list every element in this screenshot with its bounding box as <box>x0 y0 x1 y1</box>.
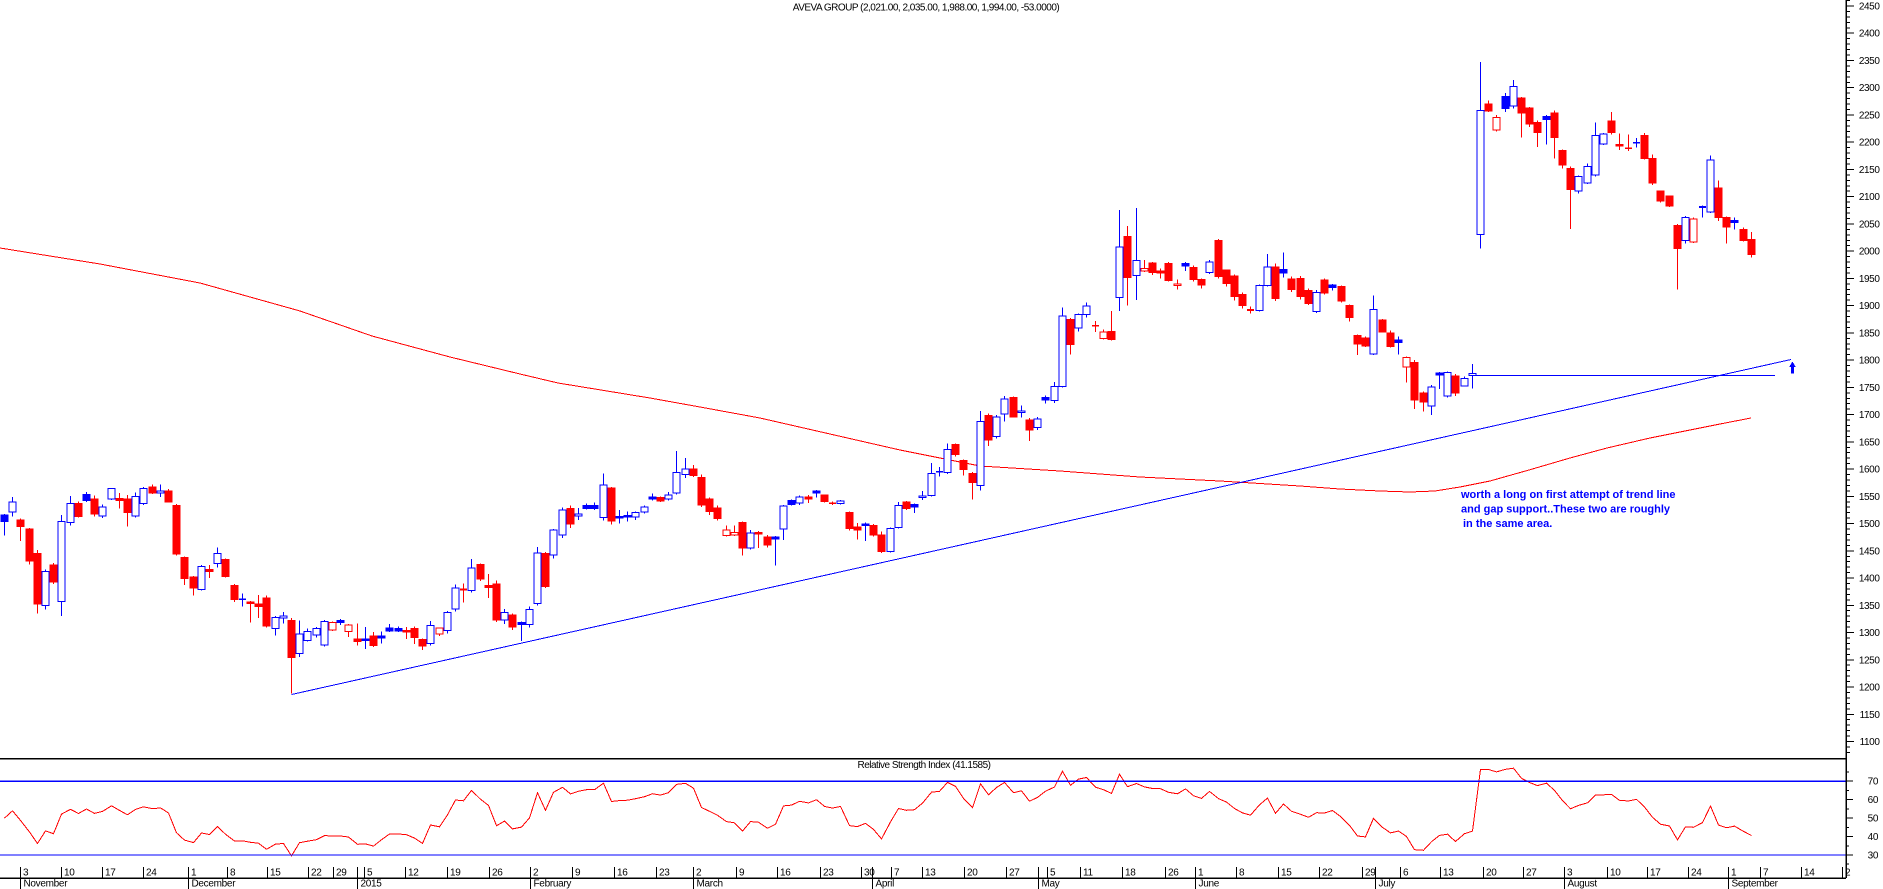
svg-text:1950: 1950 <box>1859 274 1880 285</box>
svg-text:29: 29 <box>1365 868 1376 879</box>
svg-text:April: April <box>876 879 895 889</box>
svg-text:1450: 1450 <box>1859 546 1880 557</box>
svg-text:1650: 1650 <box>1859 437 1880 448</box>
svg-text:27: 27 <box>1009 868 1020 879</box>
svg-text:June: June <box>1199 879 1220 889</box>
svg-text:20: 20 <box>967 868 978 879</box>
svg-text:24: 24 <box>146 868 157 879</box>
svg-text:26: 26 <box>1168 868 1179 879</box>
svg-text:1750: 1750 <box>1859 383 1880 394</box>
svg-text:in the same area.: in the same area. <box>1463 518 1552 530</box>
svg-text:1250: 1250 <box>1859 655 1880 666</box>
svg-text:worth a long on first attempt: worth a long on first attempt of trend l… <box>1460 489 1676 501</box>
svg-text:1150: 1150 <box>1860 710 1881 721</box>
svg-text:15: 15 <box>270 868 281 879</box>
svg-text:50: 50 <box>1868 814 1879 825</box>
svg-text:12: 12 <box>408 868 419 879</box>
svg-text:August: August <box>1568 879 1598 889</box>
svg-text:8: 8 <box>230 868 236 879</box>
svg-text:July: July <box>1379 879 1396 889</box>
svg-text:9: 9 <box>739 868 745 879</box>
svg-text:8: 8 <box>1239 868 1245 879</box>
svg-text:2050: 2050 <box>1859 219 1880 230</box>
svg-text:AVEVA GROUP (2,021.00, 2,035.0: AVEVA GROUP (2,021.00, 2,035.00, 1,988.0… <box>793 3 1060 14</box>
svg-text:1: 1 <box>191 868 197 879</box>
svg-text:70: 70 <box>1868 777 1879 788</box>
svg-text:23: 23 <box>659 868 670 879</box>
svg-text:17: 17 <box>1650 868 1661 879</box>
svg-text:15: 15 <box>1281 868 1292 879</box>
svg-text:16: 16 <box>780 868 791 879</box>
svg-text:2300: 2300 <box>1859 83 1880 94</box>
svg-text:2450: 2450 <box>1859 2 1880 13</box>
svg-text:1800: 1800 <box>1859 356 1880 367</box>
svg-text:1400: 1400 <box>1859 574 1880 585</box>
svg-text:20: 20 <box>1486 868 1497 879</box>
svg-text:16: 16 <box>617 868 628 879</box>
svg-text:26: 26 <box>492 868 503 879</box>
svg-text:7: 7 <box>1763 868 1769 879</box>
svg-text:30: 30 <box>864 868 875 879</box>
svg-text:9: 9 <box>575 868 581 879</box>
svg-text:17: 17 <box>105 868 116 879</box>
svg-text:May: May <box>1042 879 1060 889</box>
svg-text:2400: 2400 <box>1859 29 1880 40</box>
svg-text:60: 60 <box>1868 795 1879 806</box>
svg-text:1900: 1900 <box>1859 301 1880 312</box>
svg-text:29: 29 <box>336 868 347 879</box>
svg-text:2350: 2350 <box>1859 56 1880 67</box>
svg-text:13: 13 <box>925 868 936 879</box>
svg-text:1350: 1350 <box>1859 601 1880 612</box>
svg-text:and gap support..These two are: and gap support..These two are roughly <box>1461 504 1671 516</box>
svg-text:2150: 2150 <box>1859 165 1880 176</box>
svg-text:19: 19 <box>450 868 461 879</box>
svg-text:2: 2 <box>1845 868 1851 879</box>
svg-text:September: September <box>1732 879 1779 889</box>
svg-text:1550: 1550 <box>1859 492 1880 503</box>
svg-text:December: December <box>192 879 237 889</box>
svg-text:1850: 1850 <box>1859 328 1880 339</box>
svg-text:1500: 1500 <box>1859 519 1880 530</box>
svg-text:2: 2 <box>533 868 539 879</box>
svg-text:2100: 2100 <box>1859 192 1880 203</box>
svg-text:11: 11 <box>1083 868 1094 879</box>
svg-text:February: February <box>534 879 572 889</box>
svg-text:22: 22 <box>1322 868 1333 879</box>
svg-text:2200: 2200 <box>1859 138 1880 149</box>
svg-text:18: 18 <box>1125 868 1136 879</box>
svg-text:14: 14 <box>1804 868 1815 879</box>
svg-text:6: 6 <box>1403 868 1409 879</box>
svg-text:3: 3 <box>23 868 29 879</box>
svg-text:1100: 1100 <box>1860 737 1881 748</box>
svg-text:2015: 2015 <box>361 879 383 889</box>
svg-text:10: 10 <box>1610 868 1621 879</box>
svg-text:1200: 1200 <box>1859 683 1880 694</box>
svg-text:7: 7 <box>894 868 900 879</box>
svg-text:5: 5 <box>367 868 373 879</box>
svg-text:1700: 1700 <box>1859 410 1880 421</box>
svg-text:13: 13 <box>1443 868 1454 879</box>
svg-text:1: 1 <box>1198 868 1204 879</box>
svg-text:1600: 1600 <box>1859 465 1880 476</box>
svg-text:Relative Strength Index (41.15: Relative Strength Index (41.1585) <box>857 760 990 771</box>
svg-text:1300: 1300 <box>1859 628 1880 639</box>
svg-text:40: 40 <box>1868 832 1879 843</box>
svg-text:March: March <box>697 879 723 889</box>
svg-text:1: 1 <box>1731 868 1737 879</box>
svg-text:November: November <box>24 879 69 889</box>
svg-text:2000: 2000 <box>1859 247 1880 258</box>
svg-text:2250: 2250 <box>1859 111 1880 122</box>
svg-text:2: 2 <box>696 868 702 879</box>
svg-text:10: 10 <box>64 868 75 879</box>
svg-text:27: 27 <box>1526 868 1537 879</box>
svg-text:23: 23 <box>823 868 834 879</box>
svg-text:3: 3 <box>1567 868 1573 879</box>
svg-text:30: 30 <box>1868 851 1879 862</box>
svg-text:22: 22 <box>311 868 322 879</box>
svg-text:24: 24 <box>1691 868 1702 879</box>
svg-text:5: 5 <box>1050 868 1056 879</box>
